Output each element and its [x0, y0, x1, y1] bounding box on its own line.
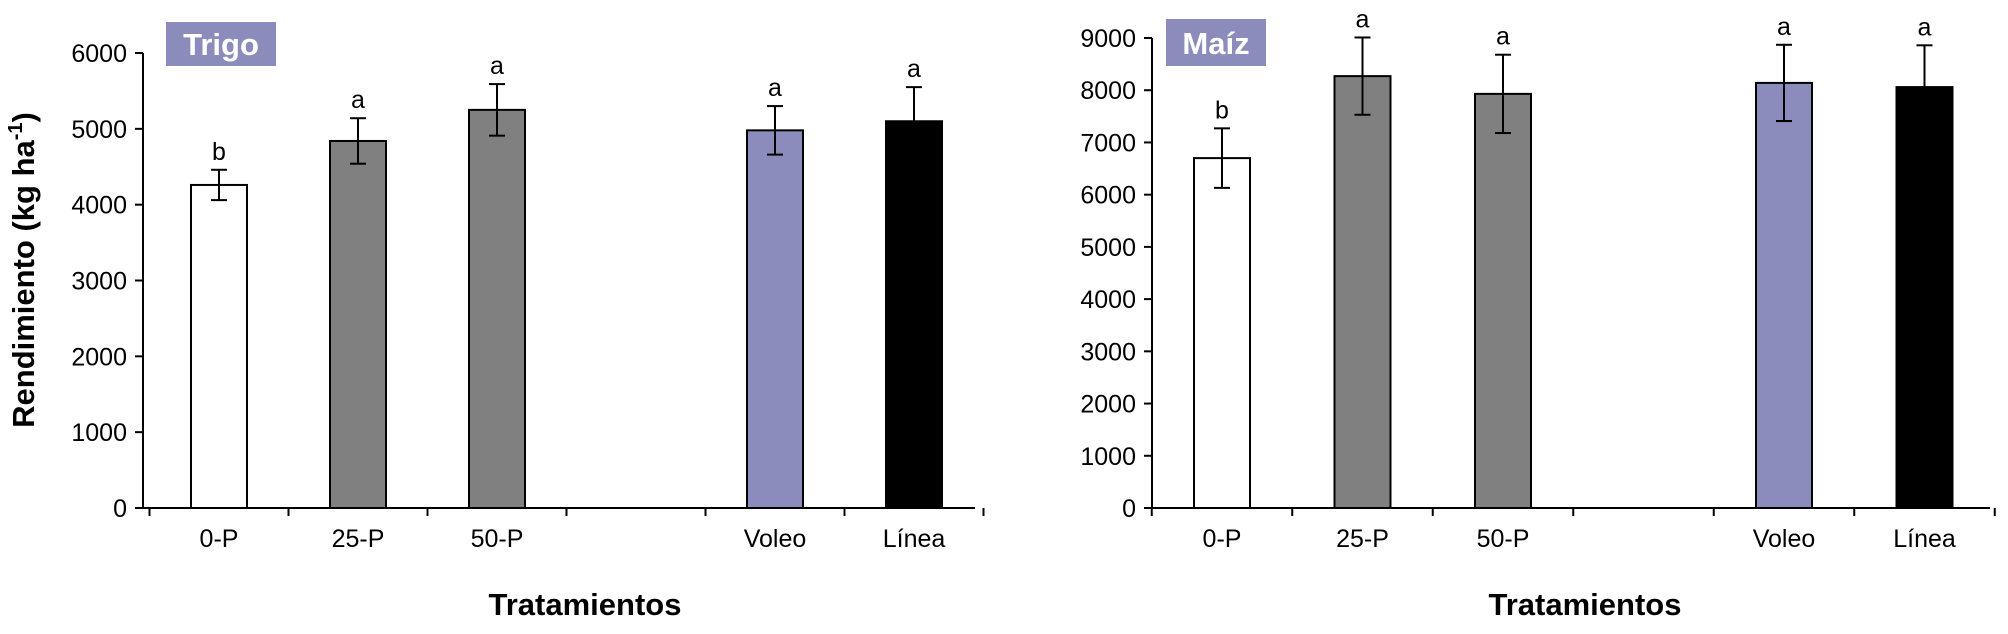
bar	[1193, 157, 1251, 509]
significance-letter: a	[1356, 5, 1370, 33]
y-tick-label: 4000	[1080, 286, 1136, 314]
y-tick-label: 4000	[71, 192, 127, 220]
y-tick-label: 6000	[1080, 182, 1136, 210]
significance-letter: a	[1777, 13, 1791, 41]
x-axis-label: Tratamientos	[489, 587, 682, 622]
y-tick-label: 9000	[1080, 25, 1136, 53]
x-tick-label: 25-P	[1336, 525, 1389, 553]
x-tick-label: 50-P	[471, 525, 524, 553]
chart-marks: 0 1000 2000 3000 4000 5000 6000 7000 8000 9000 0-P…	[1080, 5, 1996, 553]
bar	[190, 183, 248, 509]
bar	[1755, 81, 1813, 510]
x-tick-label: 25-P	[332, 525, 385, 553]
x-tick-label: Línea	[1893, 525, 1956, 553]
x-tick-label: Voleo	[744, 525, 807, 553]
significance-letter: a	[351, 86, 365, 114]
x-tick-label: 0-P	[1203, 525, 1242, 553]
y-tick-label: 6000	[71, 40, 127, 68]
x-tick-label: 50-P	[1477, 525, 1530, 553]
y-tick-label: 0	[1122, 495, 1136, 523]
significance-letter: a	[490, 52, 504, 80]
bar	[1333, 75, 1392, 509]
y-tick-label: 0	[113, 495, 127, 523]
y-tick-label: 2000	[71, 343, 127, 371]
y-tick-label: 7000	[1080, 129, 1136, 157]
bar	[329, 139, 387, 509]
title-box	[166, 22, 276, 66]
significance-letter: a	[907, 55, 921, 83]
bar	[468, 108, 526, 509]
bar	[885, 120, 943, 509]
x-tick-label: Línea	[883, 525, 946, 553]
y-tick-label: 1000	[1080, 443, 1136, 471]
significance-letter: b	[212, 138, 226, 166]
x-tick-label: Voleo	[1753, 525, 1816, 553]
significance-letter: b	[1215, 96, 1229, 124]
chart-panel-maiz: Maíz 0 1000 2000 3000 4000 5000 6000 7000 8000 90…	[1080, 5, 1996, 622]
bar	[746, 129, 804, 509]
y-axis-label: Rendimiento (kg ha-1)	[5, 112, 41, 428]
chart-marks: 0 1000 2000 3000 4000 5000 6000 0-P b 25-P a 50-P a V…	[71, 40, 985, 553]
x-axis-label: Tratamientos	[1489, 587, 1682, 622]
y-tick-label: 1000	[71, 419, 127, 447]
significance-letter: a	[768, 74, 782, 102]
panel-title: Maíz	[1182, 26, 1249, 61]
y-tick-label: 8000	[1080, 77, 1136, 105]
panel-title: Trigo	[183, 27, 259, 62]
significance-letter: a	[1496, 23, 1510, 51]
chart-panel-trigo: Trigo 0 1000 2000 3000 4000 5000 6000 0-P b 25-P a…	[71, 22, 985, 622]
bar	[1474, 92, 1532, 509]
title-box	[1166, 19, 1266, 66]
y-tick-label: 3000	[1080, 338, 1136, 366]
y-tick-label: 5000	[71, 116, 127, 144]
significance-letter: a	[1918, 13, 1932, 41]
bar	[1895, 86, 1954, 509]
x-tick-label: 0-P	[200, 525, 239, 553]
y-tick-label: 2000	[1080, 391, 1136, 419]
y-tick-label: 3000	[71, 268, 127, 296]
y-tick-label: 5000	[1080, 234, 1136, 262]
